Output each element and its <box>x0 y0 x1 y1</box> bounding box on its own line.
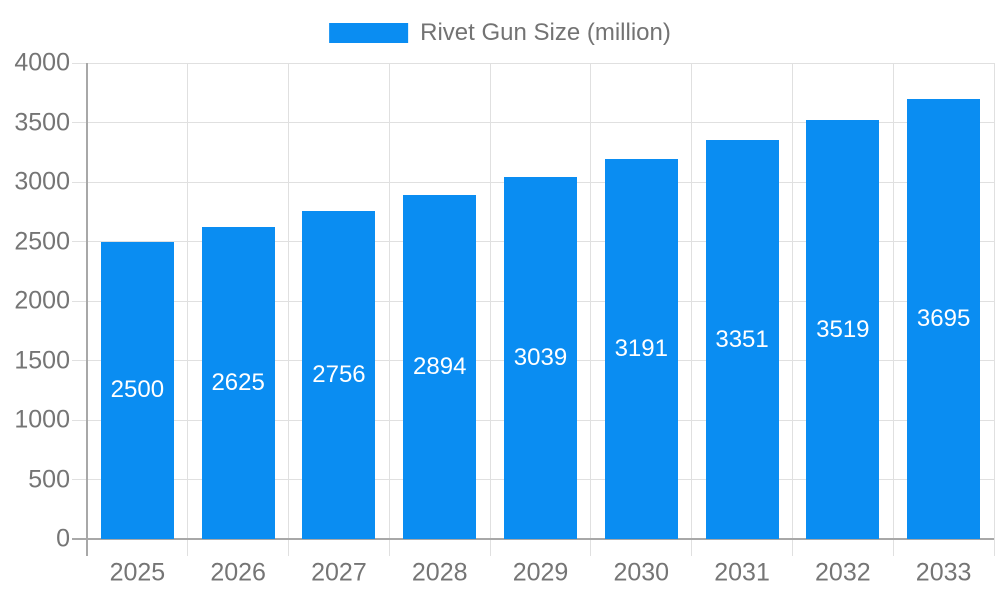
gridline-v <box>187 63 189 539</box>
x-tick-label: 2027 <box>311 558 367 587</box>
gridline-v <box>489 63 491 539</box>
y-tick-mark <box>72 479 87 480</box>
bar-2033[interactable]: 3695 <box>907 99 981 539</box>
x-tick-mark <box>691 539 693 556</box>
x-tick-mark <box>489 539 491 556</box>
x-tick-label: 2030 <box>613 558 670 587</box>
y-tick-label: 1500 <box>14 346 70 374</box>
gridline-v <box>791 63 793 539</box>
y-tick-mark <box>72 122 87 123</box>
x-tick-mark <box>187 539 189 556</box>
x-tick-mark <box>388 539 390 556</box>
bar-2027[interactable]: 2756 <box>302 211 376 539</box>
gridline-v <box>288 63 290 539</box>
bar-value-label: 2625 <box>211 368 265 396</box>
legend-label: Rivet Gun Size (million) <box>420 19 671 46</box>
y-tick-label: 500 <box>28 465 70 493</box>
y-tick-label: 1000 <box>14 405 70 434</box>
bar-value-label: 3351 <box>715 325 769 353</box>
x-tick-label: 2025 <box>109 558 166 587</box>
legend-swatch-icon <box>329 23 409 43</box>
y-tick-mark <box>72 241 87 242</box>
x-tick-mark <box>288 539 290 556</box>
y-tick-mark <box>72 360 87 361</box>
y-tick-label: 0 <box>56 524 70 553</box>
x-tick-label: 2026 <box>210 558 266 587</box>
y-tick-mark <box>72 181 87 183</box>
x-tick-label: 2029 <box>512 558 569 587</box>
bar-2029[interactable]: 3039 <box>504 177 577 539</box>
x-tick-mark <box>892 539 894 556</box>
x-tick-mark <box>791 539 793 556</box>
y-axis-line <box>86 63 88 556</box>
bar-value-label: 2756 <box>312 361 366 388</box>
gridline-h <box>87 62 994 64</box>
bar-2030[interactable]: 3191 <box>604 159 678 539</box>
x-tick-mark <box>590 539 592 556</box>
x-axis-line <box>72 538 994 540</box>
bar-value-label: 3695 <box>916 305 971 333</box>
y-tick-label: 3500 <box>14 108 70 136</box>
gridline-h <box>87 122 994 123</box>
y-tick-mark <box>72 300 87 302</box>
x-tick-label: 2031 <box>714 558 770 587</box>
x-tick-label: 2028 <box>411 558 468 587</box>
gridline-v <box>388 63 390 539</box>
bar-value-label: 3519 <box>816 315 870 343</box>
bar-value-label: 2500 <box>110 376 165 404</box>
bar-2028[interactable]: 2894 <box>403 194 477 539</box>
y-tick-mark <box>72 62 87 64</box>
y-tick-label: 2500 <box>14 227 70 255</box>
bar-value-label: 3191 <box>614 335 668 363</box>
y-tick-label: 4000 <box>14 48 70 77</box>
x-tick-label: 2032 <box>815 558 871 587</box>
bar-2026[interactable]: 2625 <box>201 226 275 539</box>
bar-value-label: 3039 <box>513 344 568 372</box>
y-tick-mark <box>72 419 87 421</box>
gridline-v <box>691 63 693 539</box>
bar-2031[interactable]: 3351 <box>705 140 779 539</box>
x-tick-label: 2033 <box>915 558 972 587</box>
x-tick-mark <box>993 539 995 556</box>
gridline-v <box>590 63 592 539</box>
bar-value-label: 2894 <box>413 352 467 380</box>
y-tick-label: 2000 <box>14 286 70 315</box>
gridline-v <box>892 63 894 539</box>
bar-2032[interactable]: 3519 <box>806 120 880 539</box>
y-tick-label: 3000 <box>14 167 70 196</box>
bar-2025[interactable]: 2500 <box>100 241 174 539</box>
gridline-v <box>993 63 995 539</box>
legend[interactable]: Rivet Gun Size (million) <box>329 21 671 45</box>
